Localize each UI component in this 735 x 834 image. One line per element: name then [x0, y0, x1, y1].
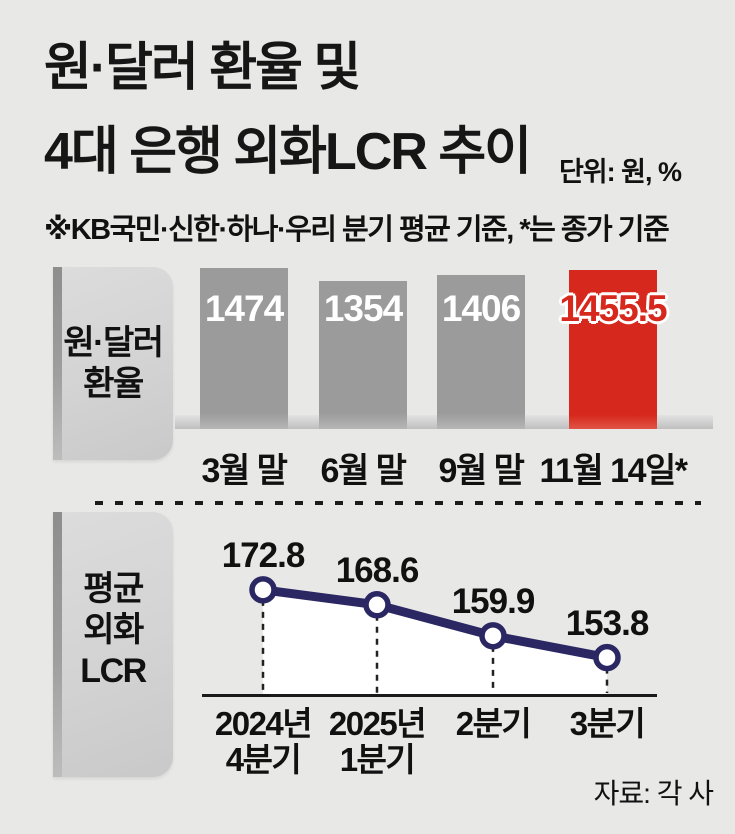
line-axis-label: 3분기 — [569, 705, 646, 742]
source-label: 자료: 각 사 — [593, 778, 714, 809]
section-label-line: 외화 — [83, 611, 144, 649]
line-axis-label: 2분기 — [455, 705, 532, 742]
lcr-trend-line — [262, 585, 608, 662]
line-axis-label: 2025년 1분기 — [328, 705, 427, 778]
line-value-label: 168.6 — [335, 550, 420, 590]
bar-11월 14일* — [569, 270, 657, 429]
x-axis-line — [202, 694, 657, 697]
section-divider — [95, 501, 701, 505]
bar-value-label: 1354 — [323, 288, 403, 329]
section-label-line: 평균 — [83, 570, 144, 608]
bar-axis-label: 3월 말 — [201, 452, 288, 490]
section-label-line: 원·달러 — [63, 323, 164, 362]
page-title: 원·달러 환율 및 4대 은행 외화LCR 추이 — [44, 26, 532, 194]
bar-3월 말 — [200, 268, 288, 429]
line-value-label: 159.9 — [451, 581, 536, 621]
data-point-marker — [249, 576, 277, 604]
panel-edge-strip — [53, 267, 62, 460]
data-point-marker — [363, 591, 391, 619]
panel-edge-strip — [53, 512, 62, 777]
section-label-text: 원·달러 환율 — [63, 323, 164, 405]
unit-label: 단위: 원, % — [558, 157, 682, 187]
bar-value-label: 1406 — [441, 288, 521, 329]
section-label-line: LCR — [80, 652, 147, 690]
title-line-2: 4대 은행 외화LCR 추이 — [44, 123, 532, 181]
section-label-exchange-rate: 원·달러 환율 — [53, 267, 173, 460]
section-label-lcr: 평균 외화 LCR — [53, 512, 173, 777]
section-label-line: 환율 — [83, 364, 144, 403]
line-value-label: 153.8 — [565, 603, 650, 643]
note-text: ※KB국민·신한·하나·우리 분기 평균 기준, *는 종가 기준 — [44, 214, 670, 246]
data-point-marker — [593, 643, 621, 672]
bar-axis-label: 11월 14일* — [539, 452, 689, 490]
bar-axis-label: 6월 말 — [320, 452, 407, 490]
line-value-label: 172.8 — [221, 535, 306, 575]
data-point-marker — [479, 622, 507, 650]
bar-axis-label: 9월 말 — [438, 452, 525, 490]
bar-value-label: 1455.5 — [559, 288, 667, 329]
title-line-1: 원·달러 환율 및 — [44, 39, 361, 97]
bar-value-label: 1474 — [204, 288, 284, 329]
section-label-text: 평균 외화 LCR — [80, 569, 147, 692]
line-axis-label: 2024년 4분기 — [214, 705, 313, 778]
bar-9월 말 — [437, 275, 525, 429]
line-underfill-area — [263, 589, 607, 694]
bar-6월 말 — [319, 281, 407, 429]
